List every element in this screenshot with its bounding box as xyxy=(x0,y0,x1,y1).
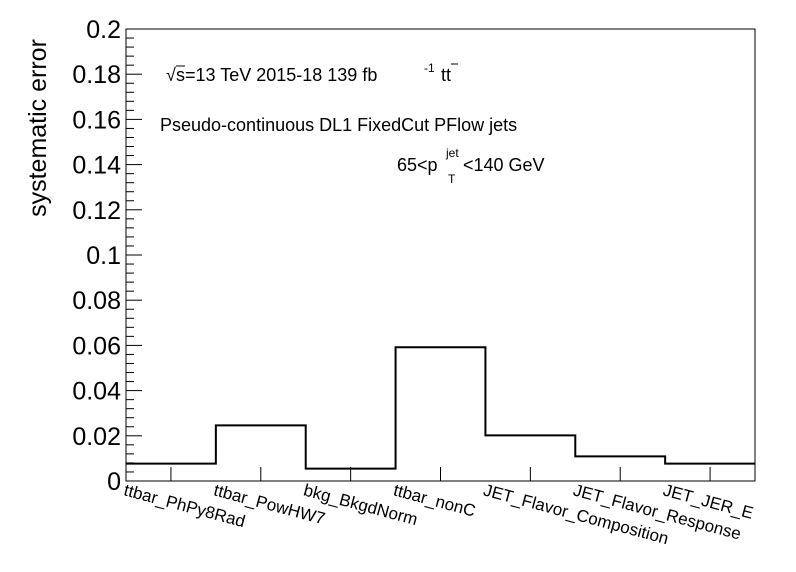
pt-high: <140 GeV xyxy=(463,155,545,175)
y-tick-label: 0.12 xyxy=(72,197,121,225)
y-tick-label: 0.14 xyxy=(72,152,121,180)
y-tick-label: 0.2 xyxy=(86,16,121,44)
y-tick-label: 0.1 xyxy=(86,242,121,270)
y-tick-label: 0.04 xyxy=(72,378,121,406)
process-label: tt xyxy=(441,65,451,85)
lumi-exponent: -1 xyxy=(424,61,435,75)
sqrt-symbol: √ xyxy=(166,65,176,85)
y-axis-title: systematic error xyxy=(24,39,52,217)
plot-frame xyxy=(125,28,756,482)
histogram xyxy=(126,346,755,470)
pt-superscript: jet xyxy=(445,146,459,160)
energy-text: s=13 TeV 2015-18 139 fb xyxy=(176,65,377,85)
pt-low: 65<p xyxy=(397,155,438,175)
y-tick-label: 0.18 xyxy=(72,61,121,89)
histogram-outline xyxy=(126,346,755,470)
y-tick-label: 0.08 xyxy=(72,287,121,315)
y-tick-label: 0 xyxy=(107,468,121,496)
y-tick-label: 0.06 xyxy=(72,332,121,360)
y-axis: 0 0.02 0.04 0.06 0.08 0.1 0.12 0.14 0.16 0.18 0.2 xyxy=(72,16,142,496)
tagger-annotation: Pseudo-continuous DL1 FixedCut PFlow jet… xyxy=(160,115,517,135)
y-tick-label: 0.02 xyxy=(72,423,121,451)
x-axis: ttbar_PhPy8Radttbar_PowHW7bkg_BkgdNormtt… xyxy=(122,467,755,548)
y-tick-label: 0.16 xyxy=(72,106,121,134)
energy-annotation: √ s=13 TeV 2015-18 139 fb -1 tt xyxy=(166,61,458,85)
pt-subscript: T xyxy=(448,172,456,186)
pt-range-annotation: 65<p jet T <140 GeV xyxy=(397,146,545,186)
